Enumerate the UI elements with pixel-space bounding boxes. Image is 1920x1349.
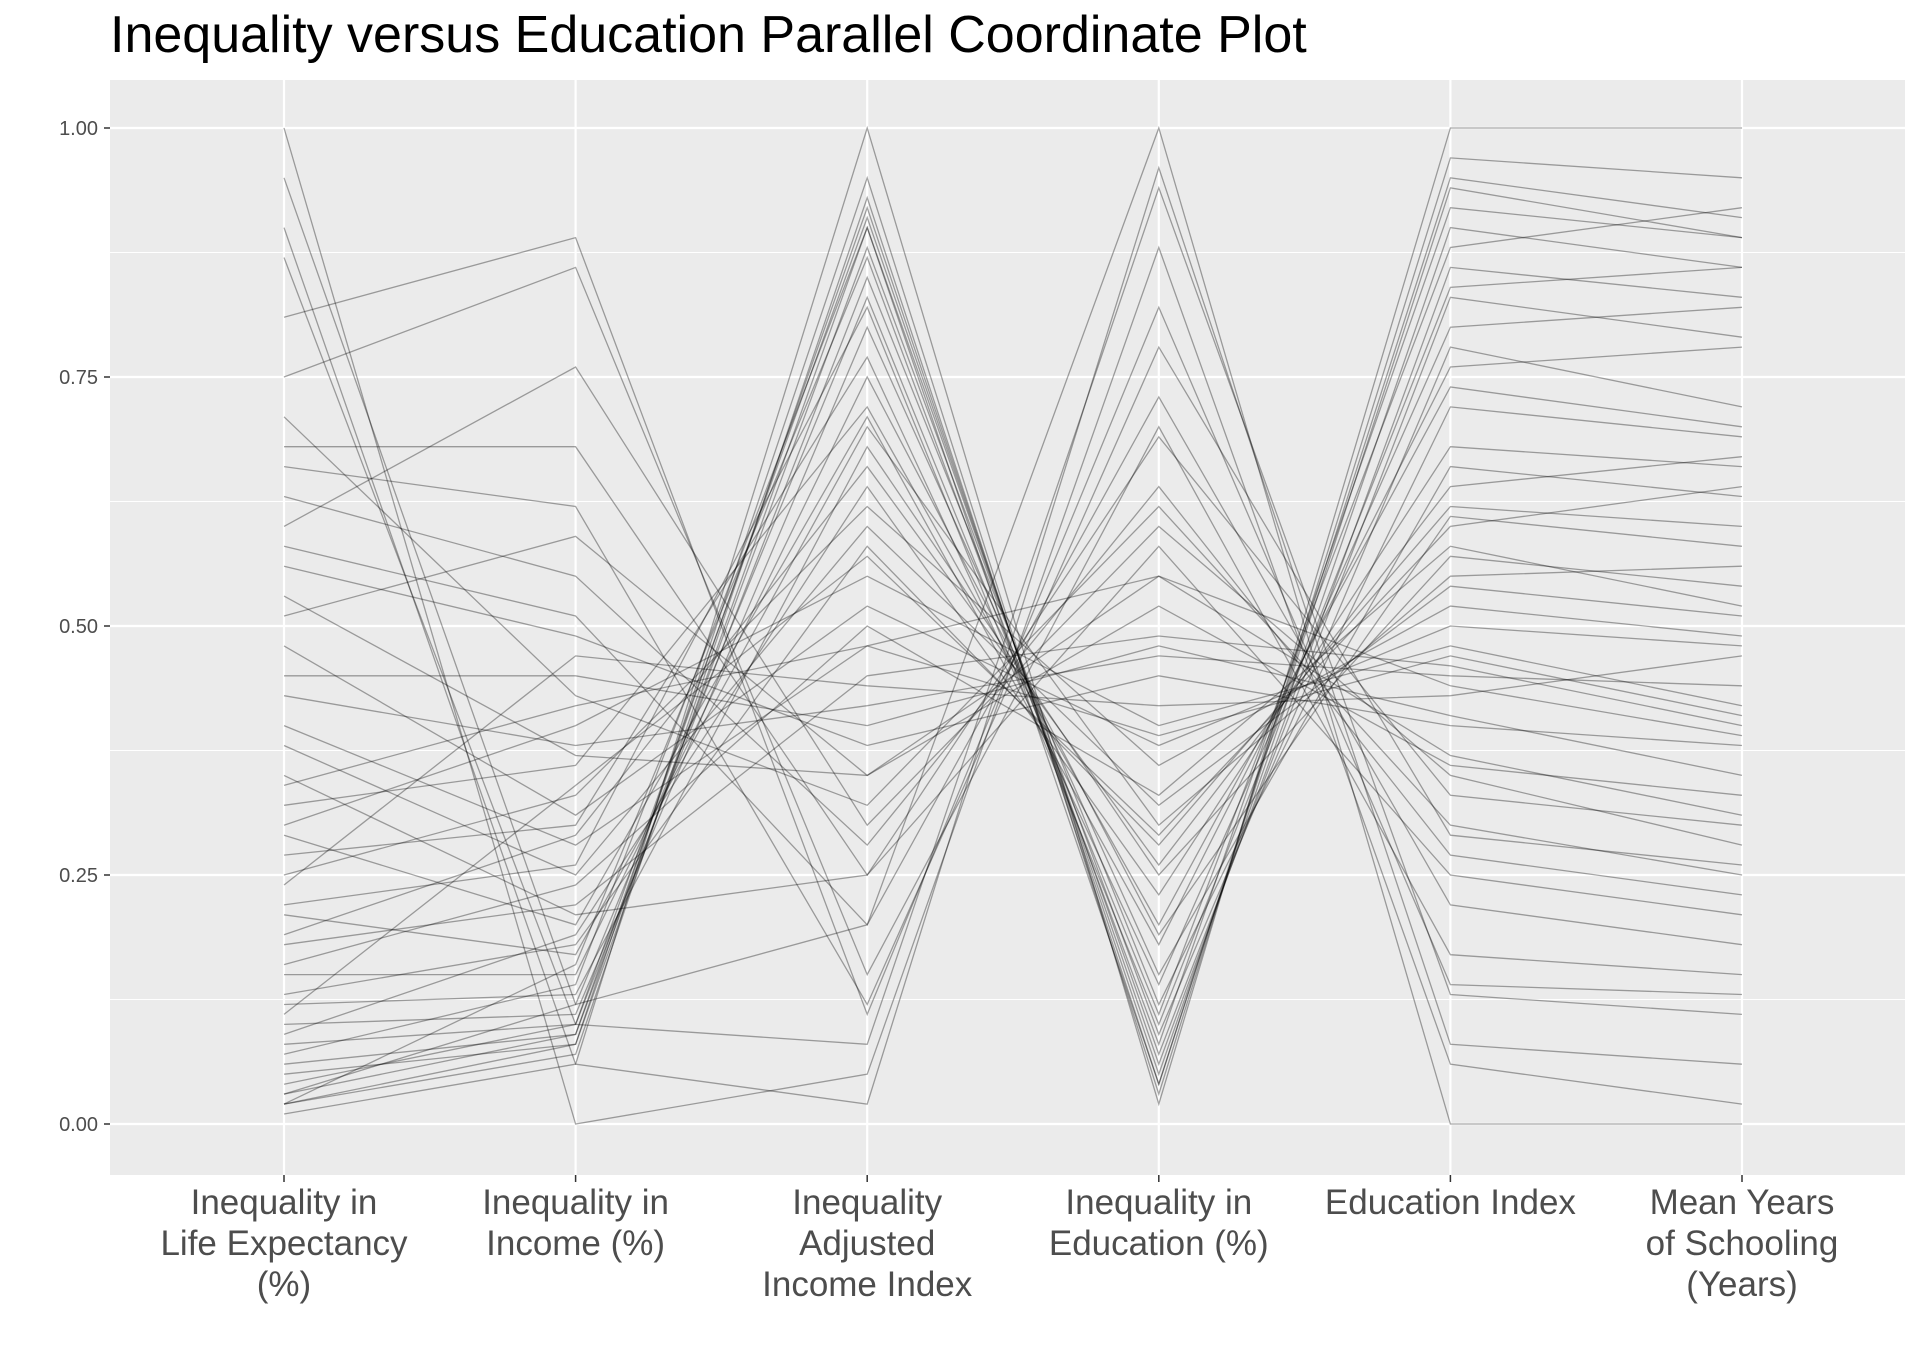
series-line-34 (283, 545, 1743, 966)
x-tick-label-line: Inequality in (482, 1183, 669, 1222)
series-line-44 (283, 485, 1743, 896)
series-line-14 (283, 575, 1743, 826)
x-tick-label: Education Index (1325, 1183, 1577, 1222)
series-line-42 (283, 456, 1743, 936)
x-axis: Inequality in Life Expectancy (%)Inequalit… (160, 1175, 1838, 1304)
x-tick-label: Mean Years of Schooling (Years) (1646, 1183, 1839, 1304)
x-tick-label-line: Income (%) (486, 1224, 665, 1263)
series-line-26 (283, 187, 1743, 1105)
x-tick-label-line: Inequality in (191, 1183, 378, 1222)
y-tick-label: 0.00 (59, 1114, 98, 1136)
x-tick-label-line: Education Index (1325, 1183, 1577, 1222)
series-line-49 (283, 645, 1743, 787)
series-line-21 (283, 275, 1743, 1045)
y-tick-label: 1.00 (59, 118, 98, 140)
series-line-20 (283, 325, 1743, 1026)
series-line-33 (283, 446, 1743, 1036)
series-line-40 (283, 207, 1743, 1105)
series-line-17 (283, 635, 1743, 946)
x-tick-label: Inequality in Income (%) (482, 1183, 669, 1263)
plot-panel (110, 80, 1905, 1175)
x-tick-label-line: Education (%) (1049, 1224, 1269, 1263)
series-line-2 (283, 125, 1742, 1125)
x-tick-label-line: Adjusted (799, 1224, 935, 1263)
y-tick-label: 0.50 (59, 616, 98, 638)
series-line-31 (283, 386, 1743, 927)
series-line-11 (284, 645, 1743, 777)
x-tick-label-line: (%) (257, 1265, 311, 1304)
x-tick-label-line: Mean Years (1650, 1183, 1835, 1222)
series-line-22 (283, 245, 1743, 1065)
x-tick-label-line: Income Index (762, 1265, 973, 1304)
series-line-4 (283, 185, 1743, 1045)
series-line-16 (283, 425, 1743, 956)
series-line-19 (283, 445, 1743, 1006)
y-tick-label: 0.25 (59, 865, 98, 887)
grid-lines (110, 80, 1905, 1175)
x-tick-label-line: Inequality in (1065, 1183, 1252, 1222)
series-line-8 (283, 345, 1743, 1006)
series-line-9 (283, 366, 1743, 846)
series-line-18 (284, 375, 1743, 976)
series-line-5 (283, 236, 1743, 1017)
series-line-13 (283, 435, 1743, 916)
series-line-32 (283, 505, 1743, 996)
y-tick-label: 0.75 (59, 367, 98, 389)
series-line-23 (283, 225, 1743, 1075)
series-line-15 (283, 505, 1743, 876)
x-tick-label: Inequality Adjusted Income Index (762, 1183, 973, 1304)
series-line-37 (283, 605, 1743, 816)
series-line-41 (283, 207, 1743, 1095)
y-axis: 0.00 0.25 0.50 0.75 1.00 (59, 118, 110, 1136)
series-line-43 (283, 395, 1743, 946)
series-line-27 (283, 157, 1743, 1105)
series-line-38 (283, 655, 1743, 747)
series-line-24 (283, 215, 1743, 1085)
series-line-48 (283, 346, 1743, 947)
series-line-6 (283, 266, 1743, 977)
chart-title: Inequality versus Education Parallel Coo… (110, 6, 1307, 64)
series-line-39 (283, 525, 1743, 876)
series-line-50 (283, 575, 1743, 816)
series-line-25 (283, 205, 1743, 1095)
series-line-12 (283, 575, 1743, 846)
x-tick-label-line: of Schooling (1646, 1224, 1839, 1263)
series-line-10 (283, 535, 1743, 796)
series-line-35 (283, 565, 1743, 747)
series-lines (283, 125, 1743, 1125)
series-line-1 (283, 127, 1743, 1125)
series-line-46 (283, 485, 1743, 1015)
series-line-47 (283, 177, 1743, 1087)
series-line-28 (283, 125, 1742, 1115)
x-tick-label: Inequality in Life Expectancy (%) (160, 1183, 408, 1304)
series-line-36 (283, 416, 1743, 876)
series-line-30 (283, 306, 1743, 987)
series-line-29 (283, 266, 1743, 1027)
x-tick-label-line: Life Expectancy (160, 1224, 408, 1263)
series-line-45 (283, 655, 1743, 886)
x-tick-label: Inequality in Education (%) (1049, 1183, 1269, 1263)
x-tick-label-line: (Years) (1686, 1265, 1798, 1304)
series-line-7 (284, 446, 1743, 916)
x-tick-label-line: Inequality (792, 1183, 942, 1222)
series-line-3 (283, 165, 1743, 1105)
